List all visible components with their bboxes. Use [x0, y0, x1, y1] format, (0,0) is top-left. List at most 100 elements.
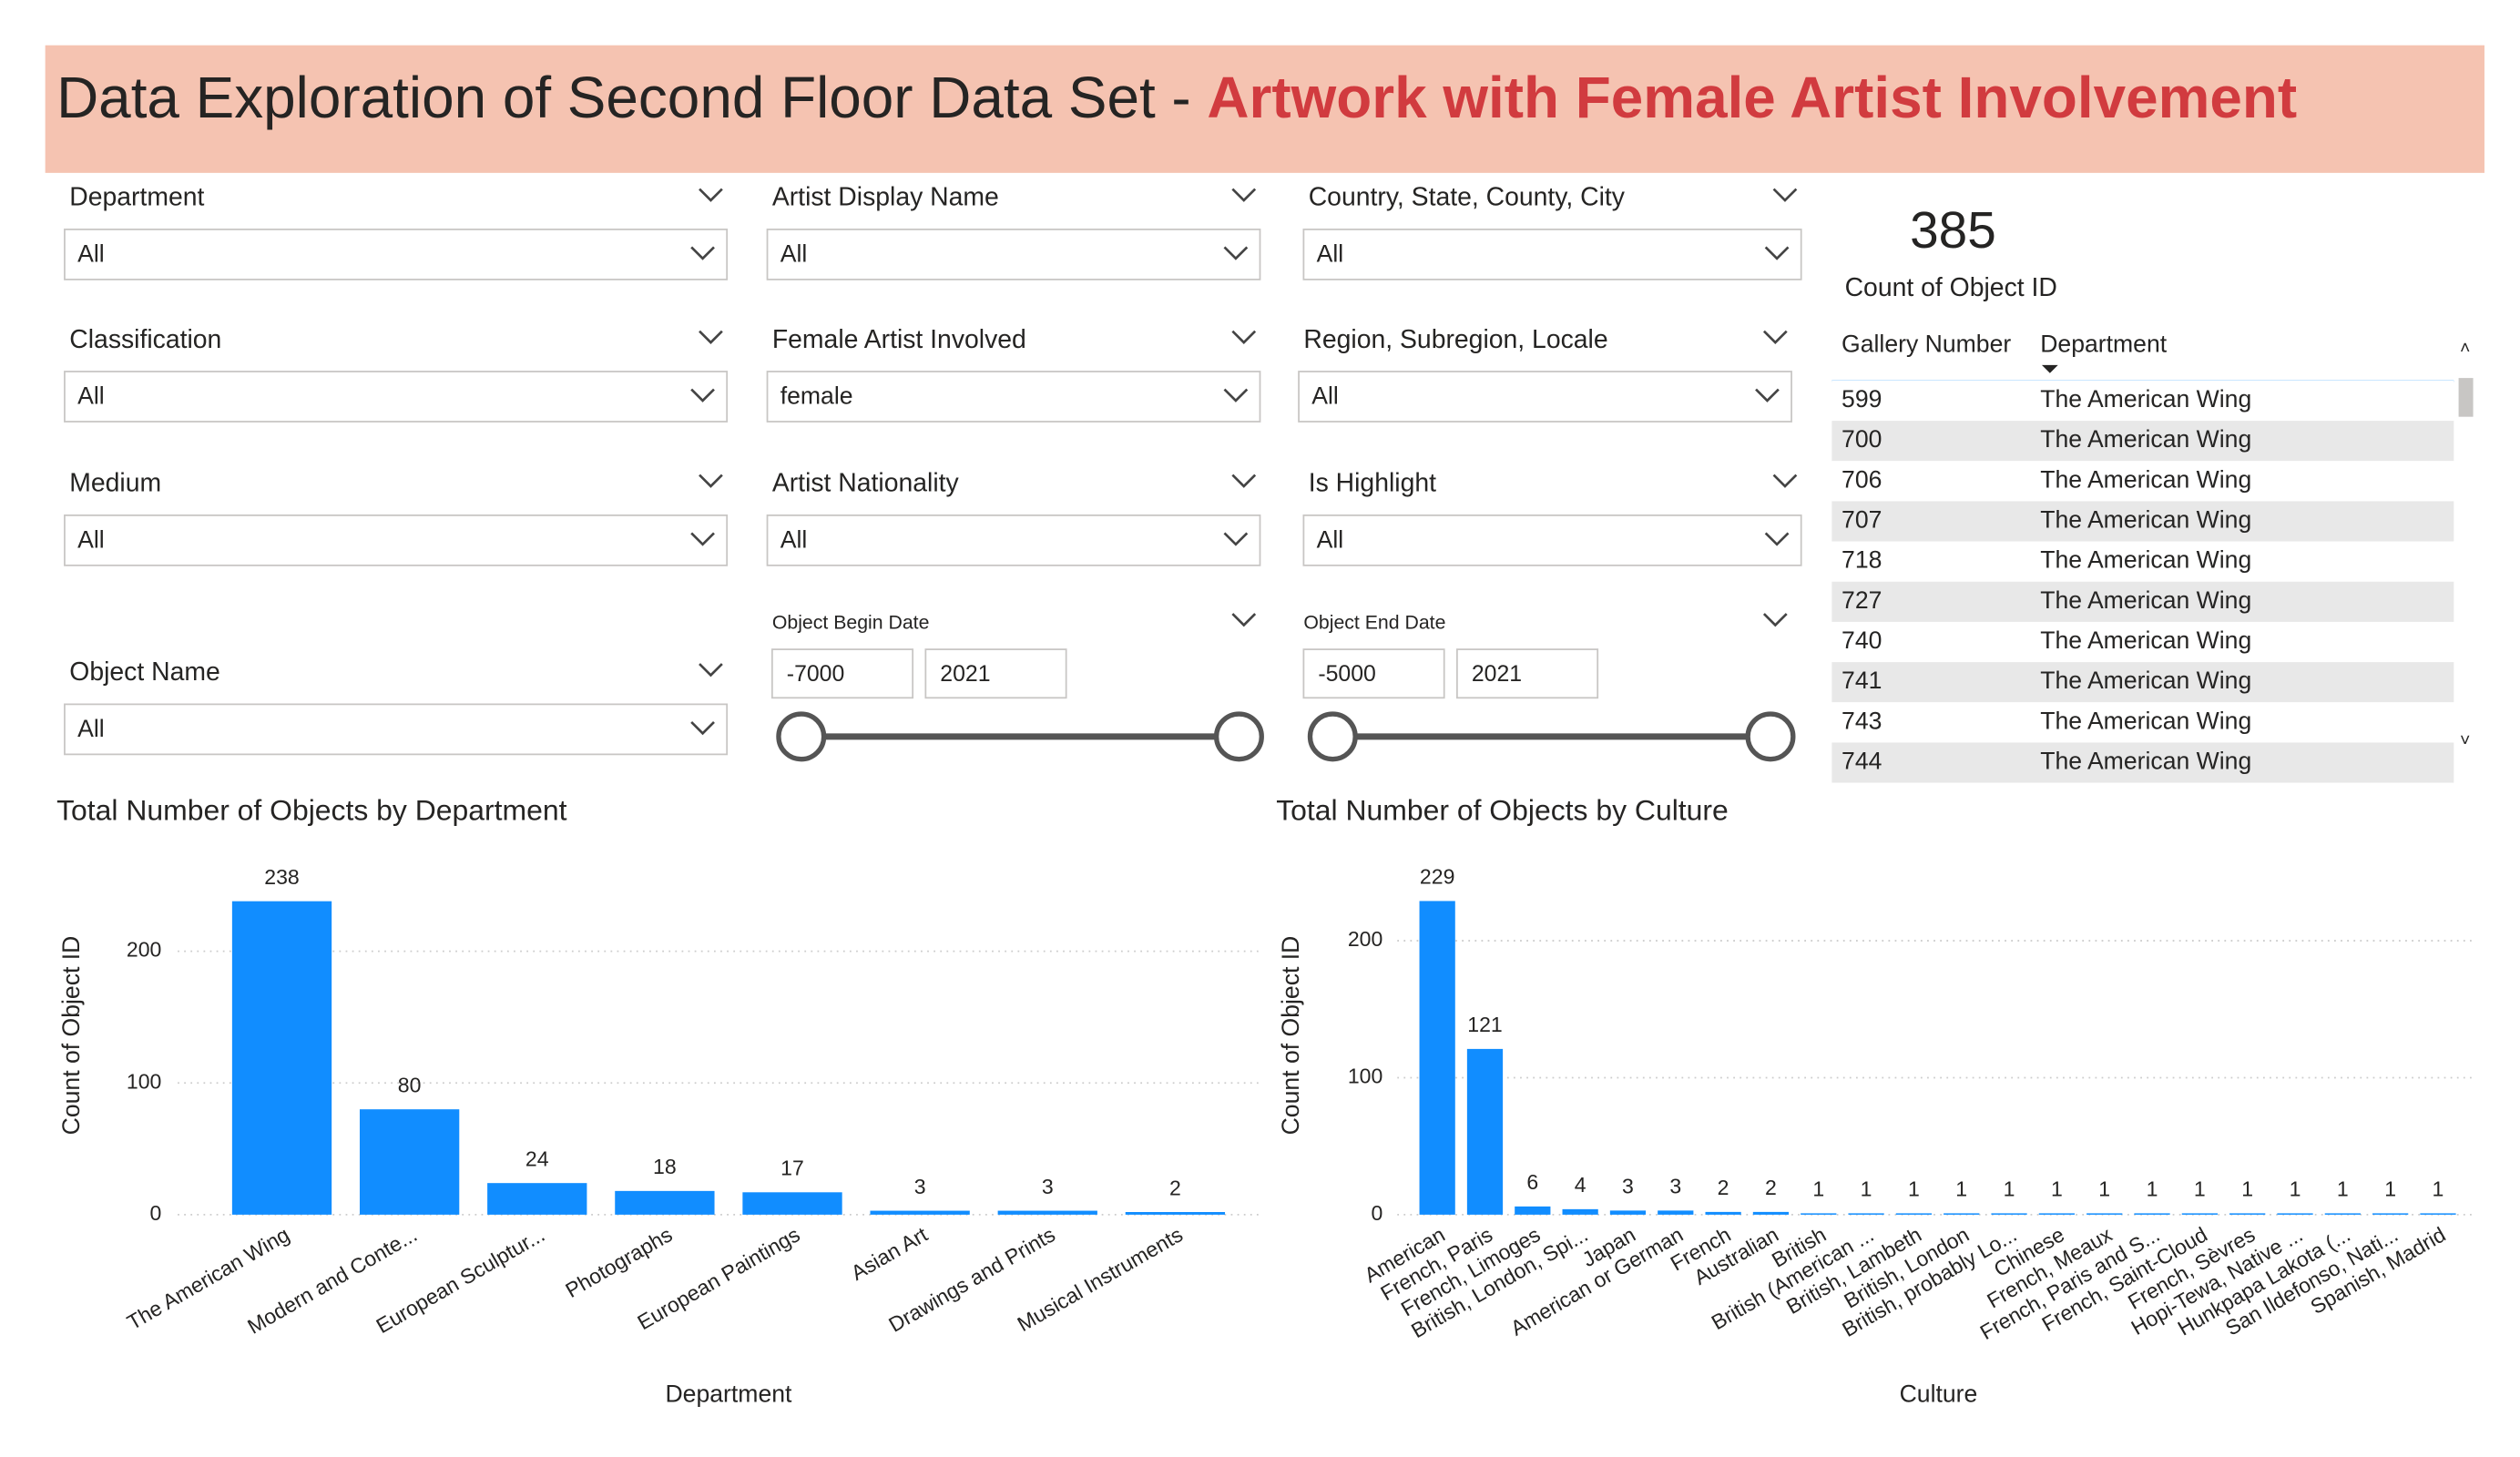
table-row[interactable] [1831, 380, 2454, 422]
table-header[interactable]: Gallery Number [1842, 331, 2011, 358]
chart-title: Total Number of Objects by Department [56, 794, 567, 827]
dropdown[interactable] [64, 703, 729, 756]
data-label: 2 [1765, 1176, 1777, 1199]
bar[interactable] [2277, 1213, 2313, 1215]
chevron[interactable] [699, 474, 723, 488]
table-row[interactable] [1831, 581, 2454, 622]
bar[interactable] [1515, 1206, 1551, 1215]
bar[interactable] [2324, 1213, 2361, 1215]
chevron[interactable] [699, 330, 723, 344]
chevron[interactable] [1231, 613, 1257, 627]
scroll-down[interactable]: ˅ [2460, 730, 2470, 750]
data-label: 3 [1042, 1175, 1054, 1198]
chevron[interactable] [699, 188, 723, 202]
bar[interactable] [1944, 1213, 1980, 1215]
table-cell: 700 [1842, 425, 1882, 453]
data-label: 1 [2147, 1177, 2158, 1201]
table-row[interactable] [1831, 702, 2454, 743]
chevron[interactable] [699, 663, 723, 678]
chevron[interactable] [1231, 188, 1257, 202]
table-row[interactable] [1831, 742, 2454, 783]
chevron[interactable] [690, 532, 715, 546]
bar[interactable] [2420, 1213, 2456, 1215]
chevron[interactable] [1231, 474, 1257, 488]
y-axis-label: Count of Object ID [57, 936, 85, 1136]
table-row[interactable] [1831, 461, 2454, 502]
table-cell: The American Wing [2040, 425, 2251, 453]
dropdown[interactable] [64, 514, 729, 566]
table-row[interactable] [1831, 501, 2454, 542]
chevron[interactable] [1772, 188, 1798, 202]
bar[interactable] [487, 1183, 587, 1215]
bar[interactable] [870, 1210, 970, 1215]
bar[interactable] [1466, 1048, 1504, 1215]
bar[interactable] [2372, 1213, 2409, 1215]
chevron[interactable] [1223, 246, 1249, 260]
bar[interactable] [615, 1190, 715, 1215]
dropdown[interactable] [1302, 514, 1802, 566]
range-input[interactable] [1456, 648, 1599, 699]
bar[interactable] [2229, 1213, 2266, 1215]
data-label: 1 [1812, 1177, 1824, 1201]
range-input[interactable] [770, 648, 914, 699]
chevron[interactable] [1762, 330, 1788, 344]
title-text: Data Exploration of Second Floor Data Se… [56, 65, 1191, 130]
dropdown[interactable] [64, 229, 729, 280]
bar[interactable] [1801, 1213, 1837, 1215]
dropdown[interactable] [1298, 371, 1792, 423]
dropdown[interactable] [766, 371, 1261, 423]
table-row[interactable] [1831, 662, 2454, 703]
dropdown[interactable] [766, 229, 1261, 280]
bar[interactable] [1419, 901, 1455, 1215]
dropdown[interactable] [64, 371, 729, 423]
bar[interactable] [2086, 1213, 2123, 1215]
table-cell: 718 [1842, 546, 1882, 574]
table-row[interactable] [1831, 621, 2454, 663]
bar[interactable] [1562, 1208, 1598, 1215]
chevron[interactable] [1231, 330, 1257, 344]
table-cell: The American Wing [2040, 385, 2251, 413]
dropdown-value: All [780, 525, 808, 553]
slider-handle[interactable] [1745, 711, 1796, 762]
range-input[interactable] [1302, 648, 1445, 699]
bar[interactable] [1125, 1211, 1226, 1215]
dropdown[interactable] [1302, 229, 1802, 280]
data-label: 1 [1861, 1177, 1872, 1201]
scrollbar-thumb[interactable] [2458, 378, 2474, 417]
table-header[interactable]: Department [2040, 331, 2168, 358]
table-cell: The American Wing [2040, 505, 2251, 533]
scroll-up[interactable]: ˄ [2460, 338, 2470, 358]
bar[interactable] [1848, 1213, 1884, 1215]
bar[interactable] [997, 1210, 1097, 1215]
range-input[interactable] [924, 648, 1067, 699]
bar[interactable] [2181, 1213, 2218, 1215]
bar[interactable] [1752, 1211, 1790, 1215]
slider-handle[interactable] [776, 711, 827, 762]
chevron[interactable] [1764, 246, 1790, 260]
dropdown[interactable] [766, 514, 1261, 566]
chevron[interactable] [690, 388, 715, 402]
bar[interactable] [1895, 1213, 1933, 1215]
chevron[interactable] [690, 246, 715, 260]
bar[interactable] [1991, 1213, 2027, 1215]
chevron[interactable] [1223, 388, 1249, 402]
chevron[interactable] [1762, 613, 1788, 627]
bar[interactable] [1609, 1210, 1647, 1215]
chevron[interactable] [1772, 474, 1798, 488]
chevron[interactable] [1764, 532, 1790, 546]
slider-handle[interactable] [1213, 711, 1264, 762]
bar[interactable] [1658, 1210, 1694, 1215]
table-row[interactable] [1831, 421, 2454, 462]
bar[interactable] [359, 1109, 460, 1215]
chevron[interactable] [1755, 388, 1780, 402]
slider-handle[interactable] [1307, 711, 1358, 762]
bar[interactable] [742, 1192, 842, 1215]
bar[interactable] [1705, 1211, 1741, 1215]
table-row[interactable] [1831, 541, 2454, 582]
bar[interactable] [231, 901, 332, 1215]
chevron[interactable] [1223, 532, 1249, 546]
bar[interactable] [2038, 1213, 2076, 1215]
chevron[interactable] [690, 720, 715, 736]
bar[interactable] [2134, 1213, 2170, 1215]
data-label: 1 [2004, 1177, 2015, 1201]
